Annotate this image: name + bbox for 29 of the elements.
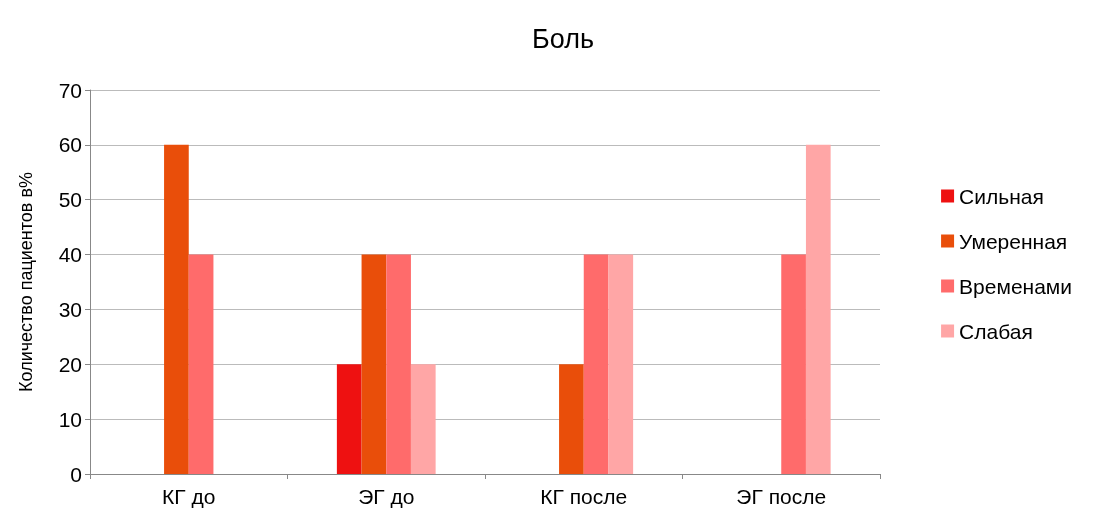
x-tick-label: ЭГ до: [358, 485, 415, 508]
x-tick-label: ЭГ после: [736, 485, 827, 508]
bar: [583, 254, 609, 474]
bar: [164, 144, 189, 474]
bar: [805, 144, 831, 474]
bar: [559, 364, 584, 474]
y-tick-label: 70: [58, 78, 82, 102]
chart-title: Боль: [532, 23, 594, 54]
bar: [386, 254, 411, 474]
x-tick-label: КГ до: [162, 485, 216, 508]
y-axis-title: Количество пациентов в%: [16, 172, 36, 392]
legend-label: Слабая: [959, 319, 1033, 343]
legend-label: Умеренная: [959, 229, 1068, 253]
bar: [336, 364, 362, 474]
y-tick-label: 20: [58, 352, 82, 376]
bar: [188, 254, 214, 474]
y-tick-label: 50: [58, 188, 82, 212]
legend-label: Временами: [959, 274, 1073, 298]
legend-label: Сильная: [959, 184, 1044, 208]
bar: [608, 254, 634, 474]
x-tick-label: КГ после: [540, 485, 628, 508]
bar: [781, 254, 806, 474]
y-tick-label: 60: [58, 133, 82, 157]
y-tick-label: 40: [58, 243, 82, 267]
y-tick-label: 30: [58, 297, 82, 321]
y-tick-label: 10: [58, 407, 82, 431]
bar: [361, 254, 387, 474]
y-tick-label: 0: [70, 462, 82, 486]
bar: [410, 364, 436, 474]
